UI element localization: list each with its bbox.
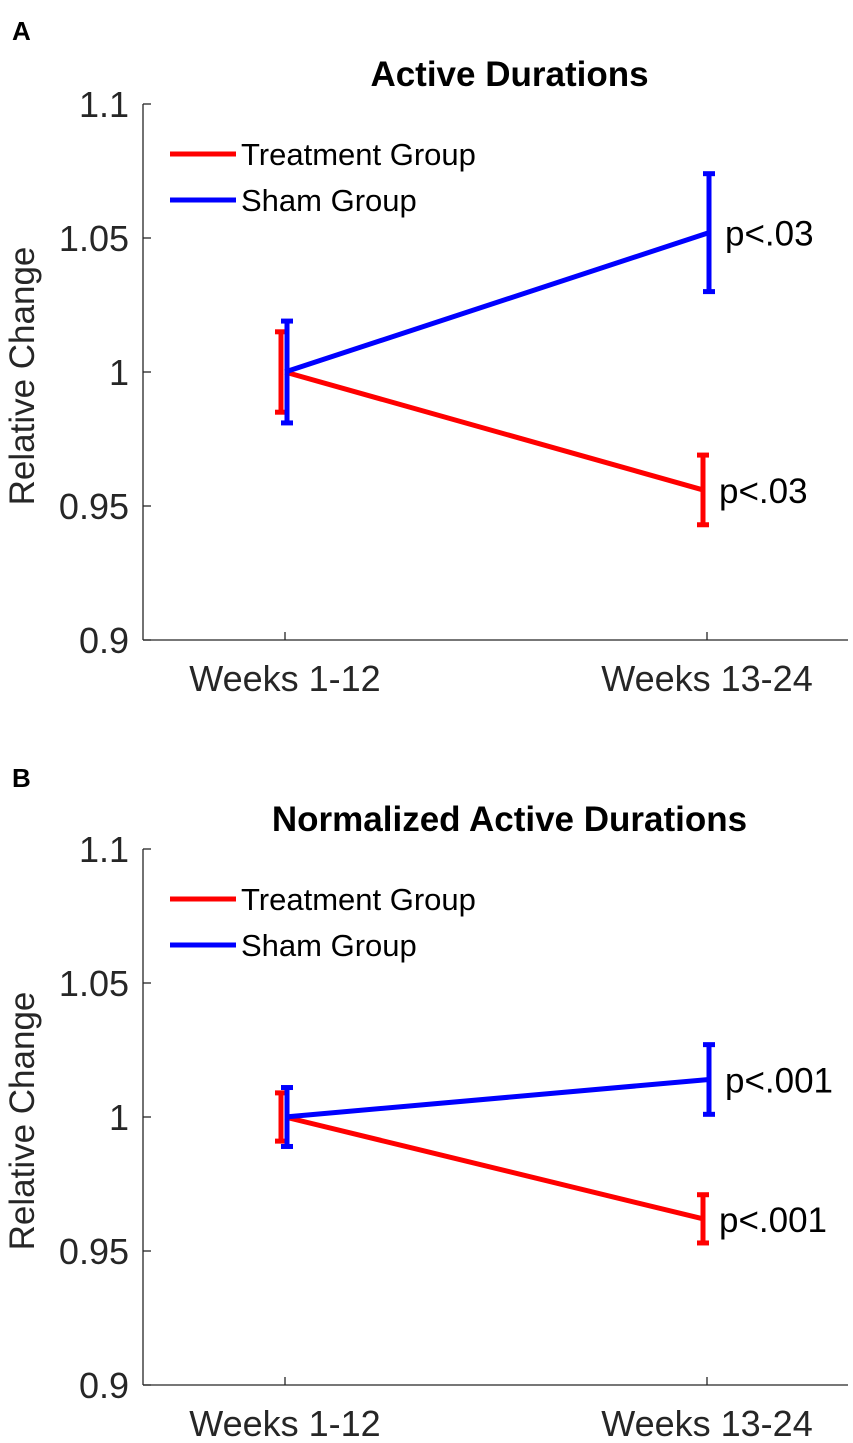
- error-bar: [703, 1042, 715, 1117]
- y-axis-title: Relative Change: [3, 992, 42, 1251]
- legend-entry: Sham Group: [170, 928, 417, 963]
- y-tick-label: 1.05: [59, 963, 129, 1004]
- chart-title: Normalized Active Durations: [272, 800, 747, 839]
- y-axis-title: Relative Change: [3, 247, 42, 506]
- series-sham-group: p<.001: [281, 1042, 833, 1149]
- legend: Treatment Group Sham Group: [170, 137, 476, 218]
- x-tick-label: Weeks 1-12: [189, 1403, 380, 1443]
- legend-label: Sham Group: [241, 183, 417, 218]
- panel-label: B: [12, 763, 31, 793]
- series-line: [284, 230, 710, 375]
- panel-b: B Normalized Active Durations 0.9 0.95 1 1.05…: [3, 763, 848, 1443]
- series-sham-group: p<.03: [281, 171, 814, 426]
- legend-label: Sham Group: [241, 928, 417, 963]
- y-tick-label: 0.95: [59, 1231, 129, 1272]
- error-bar: [697, 452, 709, 528]
- y-tick-label: 1.05: [59, 218, 129, 259]
- p-value-annotation: p<.03: [725, 215, 814, 254]
- legend-entry: Treatment Group: [170, 882, 476, 917]
- p-value-annotation: p<.001: [725, 1061, 833, 1100]
- series-line: [284, 1076, 710, 1120]
- p-value-annotation: p<.03: [719, 472, 808, 511]
- legend-entry: Treatment Group: [170, 137, 476, 172]
- y-tick-label: 0.9: [79, 620, 129, 661]
- legend-label: Treatment Group: [241, 137, 476, 172]
- x-tick-label: Weeks 13-24: [601, 658, 812, 699]
- p-value-annotation: p<.001: [719, 1201, 827, 1240]
- series-treatment-group: p<.03: [275, 329, 808, 528]
- legend-label: Treatment Group: [241, 882, 476, 917]
- y-tick-label: 1: [109, 1097, 129, 1138]
- x-tick-label: Weeks 13-24: [601, 1403, 812, 1443]
- legend: Treatment Group Sham Group: [170, 882, 476, 963]
- legend-entry: Sham Group: [170, 183, 417, 218]
- y-tick-label: 0.9: [79, 1365, 129, 1406]
- y-tick-label: 1.1: [79, 829, 129, 870]
- y-tick-label: 1.1: [79, 84, 129, 125]
- error-bar: [281, 1085, 293, 1149]
- series-line: [284, 1114, 704, 1222]
- series-treatment-group: p<.001: [275, 1090, 827, 1246]
- error-bar: [281, 318, 293, 426]
- panel-label: A: [12, 16, 31, 46]
- x-tick-label: Weeks 1-12: [189, 658, 380, 699]
- y-tick-label: 1: [109, 352, 129, 393]
- panel-a: A Active Durations 0.9 0.95 1 1.05 1.1 Weeks 1-…: [3, 16, 848, 699]
- chart-title: Active Durations: [370, 55, 648, 94]
- error-bar: [703, 171, 715, 295]
- series-line: [284, 369, 704, 493]
- y-tick-label: 0.95: [59, 486, 129, 527]
- error-bar: [697, 1192, 709, 1246]
